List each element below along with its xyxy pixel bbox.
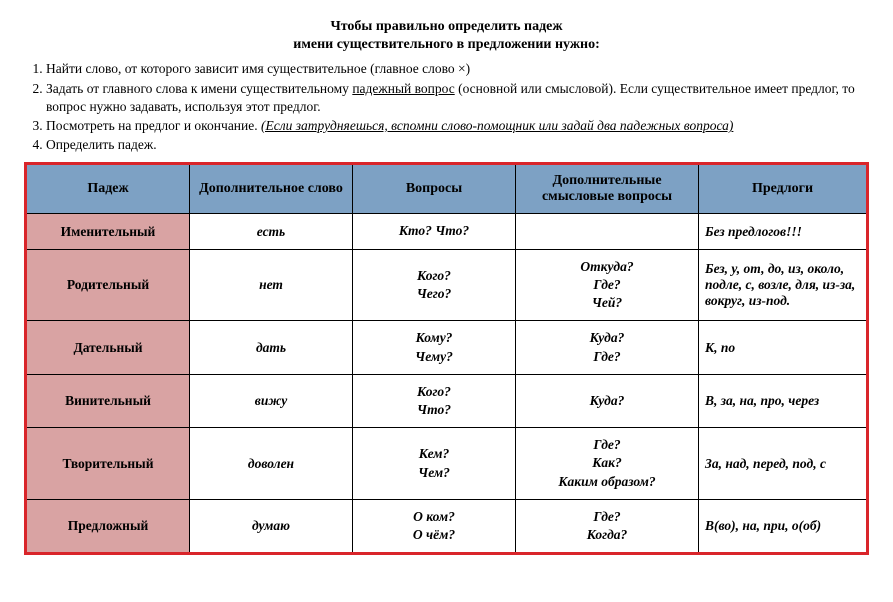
table-header: Падеж Дополнительное слово Вопросы Допол… [26,164,868,214]
header-prepositions: Предлоги [699,164,868,214]
instruction-1-text: Найти слово, от которого зависит имя сущ… [46,61,470,76]
table-body: Именительный есть Кто? Что? Без предлого… [26,214,868,554]
instruction-4-text: Определить падеж. [46,137,157,152]
instruction-1: Найти слово, от которого зависит имя сущ… [46,60,869,78]
sense-questions [516,214,699,249]
instruction-list: Найти слово, от которого зависит имя сущ… [24,60,869,154]
table-row: Творительный доволен Кем? Чем? Где? Как?… [26,428,868,500]
sense-questions: Откуда? Где? Чей? [516,249,699,321]
prepositions: К, по [699,321,868,374]
instruction-2: Задать от главного слова к имени существ… [46,80,869,116]
case-name: Дательный [26,321,190,374]
case-name: Творительный [26,428,190,500]
case-name: Родительный [26,249,190,321]
table-row: Дательный дать Кому? Чему? Куда? Где? К,… [26,321,868,374]
title-line-1: Чтобы правильно определить падеж [24,18,869,36]
sense-questions: Куда? [516,374,699,427]
table-row: Родительный нет Кого? Чего? Откуда? Где?… [26,249,868,321]
case-name: Винительный [26,374,190,427]
questions: Кого? Чего? [353,249,516,321]
case-name: Предложный [26,499,190,553]
sense-questions: Где? Как? Каким образом? [516,428,699,500]
header-case: Падеж [26,164,190,214]
instruction-3: Посмотреть на предлог и окончание. (Если… [46,117,869,135]
instruction-2-underline: падежный вопрос [352,81,454,96]
header-sense: Дополнительные смысловые вопросы [516,164,699,214]
prepositions: Без предлогов!!! [699,214,868,249]
title-line-2: имени существительного в предложении нуж… [24,36,869,54]
instruction-3-pre: Посмотреть на предлог и окончание. [46,118,261,133]
header-questions: Вопросы [353,164,516,214]
questions: Кто? Что? [353,214,516,249]
table-row: Винительный вижу Кого? Что? Куда? В, за,… [26,374,868,427]
extra-word: дать [190,321,353,374]
header-extra: Дополнительное слово [190,164,353,214]
page-title: Чтобы правильно определить падеж имени с… [24,18,869,54]
extra-word: вижу [190,374,353,427]
table-row: Именительный есть Кто? Что? Без предлого… [26,214,868,249]
extra-word: думаю [190,499,353,553]
sense-questions: Где? Когда? [516,499,699,553]
questions: Кому? Чему? [353,321,516,374]
instruction-2-pre: Задать от главного слова к имени существ… [46,81,352,96]
extra-word: доволен [190,428,353,500]
table-row: Предложный думаю О ком? О чём? Где? Когд… [26,499,868,553]
prepositions: В, за, на, про, через [699,374,868,427]
instruction-3-italic: (Если затрудняешься, вспомни слово-помощ… [261,118,733,133]
prepositions: За, над, перед, под, с [699,428,868,500]
case-table: Падеж Дополнительное слово Вопросы Допол… [24,162,869,555]
header-row: Падеж Дополнительное слово Вопросы Допол… [26,164,868,214]
questions: Кем? Чем? [353,428,516,500]
prepositions: Без, у, от, до, из, около, подле, с, воз… [699,249,868,321]
case-name: Именительный [26,214,190,249]
questions: О ком? О чём? [353,499,516,553]
sense-questions: Куда? Где? [516,321,699,374]
extra-word: есть [190,214,353,249]
questions: Кого? Что? [353,374,516,427]
prepositions: В(во), на, при, о(об) [699,499,868,553]
extra-word: нет [190,249,353,321]
instruction-4: Определить падеж. [46,136,869,154]
